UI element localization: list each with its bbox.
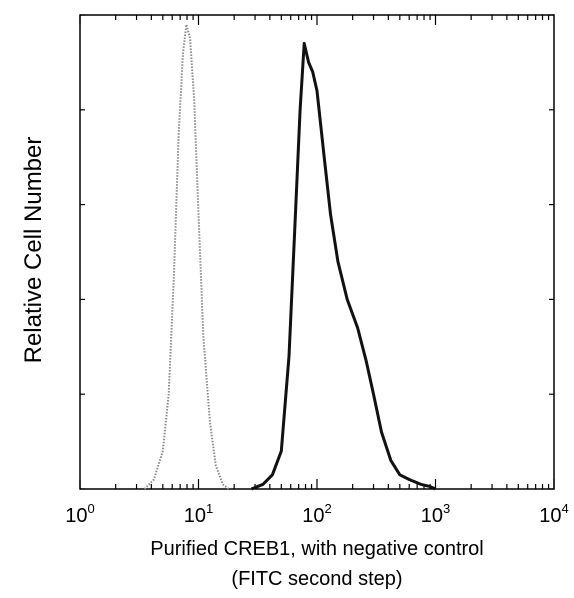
x-tick-label: 103 — [421, 501, 450, 527]
x-tick-label: 100 — [65, 501, 94, 527]
x-tick-label: 104 — [539, 501, 568, 527]
axis-ticks — [79, 14, 555, 490]
x-axis-label-line2: (FITC second step) — [231, 568, 403, 590]
series-line-1 — [143, 23, 230, 490]
x-tick-labels: 100 101 102 103 104 — [65, 501, 568, 527]
x-axis-label-line1: Purified CREB1, with negative control — [150, 538, 484, 560]
x-tick-label: 101 — [184, 501, 213, 527]
x-tick-label: 102 — [302, 501, 331, 527]
series-line-2 — [250, 41, 437, 491]
series-group — [143, 23, 437, 491]
